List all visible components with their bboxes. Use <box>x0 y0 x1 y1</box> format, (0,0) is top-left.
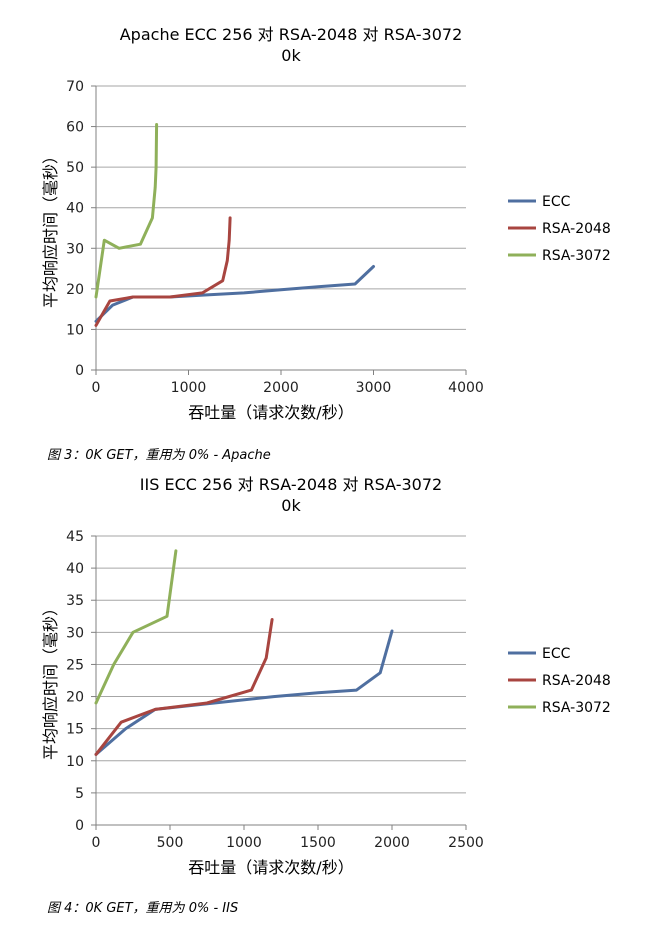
legend-label-ecc: ECC <box>542 646 571 662</box>
x-axis-title: 吞吐量（请求次数/秒） <box>188 858 353 877</box>
legend-label-ecc: ECC <box>542 194 571 210</box>
y-tick-label: 10 <box>66 754 84 770</box>
x-tick-label: 2000 <box>374 835 410 851</box>
x-tick-label: 500 <box>157 835 184 851</box>
x-axis-title: 吞吐量（请求次数/秒） <box>188 403 353 422</box>
legend-label-rsa-2048: RSA-2048 <box>542 221 611 237</box>
chart-2: IIS ECC 256 对 RSA-2048 对 RSA-3072 0k 0 5 10 1… <box>41 475 611 877</box>
y-tick-label: 0 <box>75 363 84 379</box>
series-line-rsa-3072 <box>94 123 159 299</box>
series-line-rsa-2048 <box>94 216 232 327</box>
series-line-ecc <box>94 265 375 323</box>
y-tick-label: 30 <box>66 625 84 641</box>
x-tick-label: 0 <box>92 380 101 396</box>
chart-1: Apache ECC 256 对 RSA-2048 对 RSA-3072 0k 0 1… <box>41 25 611 422</box>
y-tick-label: 40 <box>66 561 84 577</box>
y-tick-label: 60 <box>66 120 84 136</box>
x-tick-label: 3000 <box>356 380 392 396</box>
series-line-rsa-3072 <box>94 549 178 705</box>
chart-subtitle: 0k <box>281 496 301 515</box>
y-tick-label: 30 <box>66 241 84 257</box>
chart-subtitle: 0k <box>281 46 301 65</box>
y-tick-label: 20 <box>66 690 84 706</box>
y-tick-label: 25 <box>66 657 84 673</box>
legend-label-rsa-3072: RSA-3072 <box>542 248 611 264</box>
x-tick-label: 0 <box>92 835 101 851</box>
y-axis-title: 平均响应时间（毫秒） <box>41 600 60 760</box>
y-axis-title: 平均响应时间（毫秒） <box>41 148 60 308</box>
x-tick-label: 4000 <box>448 380 484 396</box>
y-tick-label: 45 <box>66 529 84 545</box>
chart-title: IIS ECC 256 对 RSA-2048 对 RSA-3072 <box>140 475 442 494</box>
series-line-ecc <box>94 629 394 756</box>
series-line-rsa-2048 <box>94 618 274 756</box>
y-tick-label: 50 <box>66 160 84 176</box>
y-tick-label: 70 <box>66 79 84 95</box>
y-tick-label: 0 <box>75 818 84 834</box>
x-tick-label: 2000 <box>263 380 299 396</box>
y-tick-label: 40 <box>66 201 84 217</box>
y-tick-label: 35 <box>66 593 84 609</box>
y-tick-label: 5 <box>75 786 84 802</box>
x-tick-label: 1000 <box>226 835 262 851</box>
y-tick-label: 10 <box>66 322 84 338</box>
legend-label-rsa-3072: RSA-3072 <box>542 700 611 716</box>
figure-3-caption: 图 3：0K GET，重用为 0% - Apache <box>47 448 271 463</box>
x-tick-label: 1000 <box>171 380 207 396</box>
legend-label-rsa-2048: RSA-2048 <box>542 673 611 689</box>
y-tick-label: 15 <box>66 722 84 738</box>
figure-4-caption: 图 4：0K GET，重用为 0% - IIS <box>47 901 239 916</box>
y-tick-label: 20 <box>66 282 84 298</box>
x-tick-label: 2500 <box>448 835 484 851</box>
chart-title: Apache ECC 256 对 RSA-2048 对 RSA-3072 <box>120 25 463 44</box>
x-tick-label: 1500 <box>300 835 336 851</box>
